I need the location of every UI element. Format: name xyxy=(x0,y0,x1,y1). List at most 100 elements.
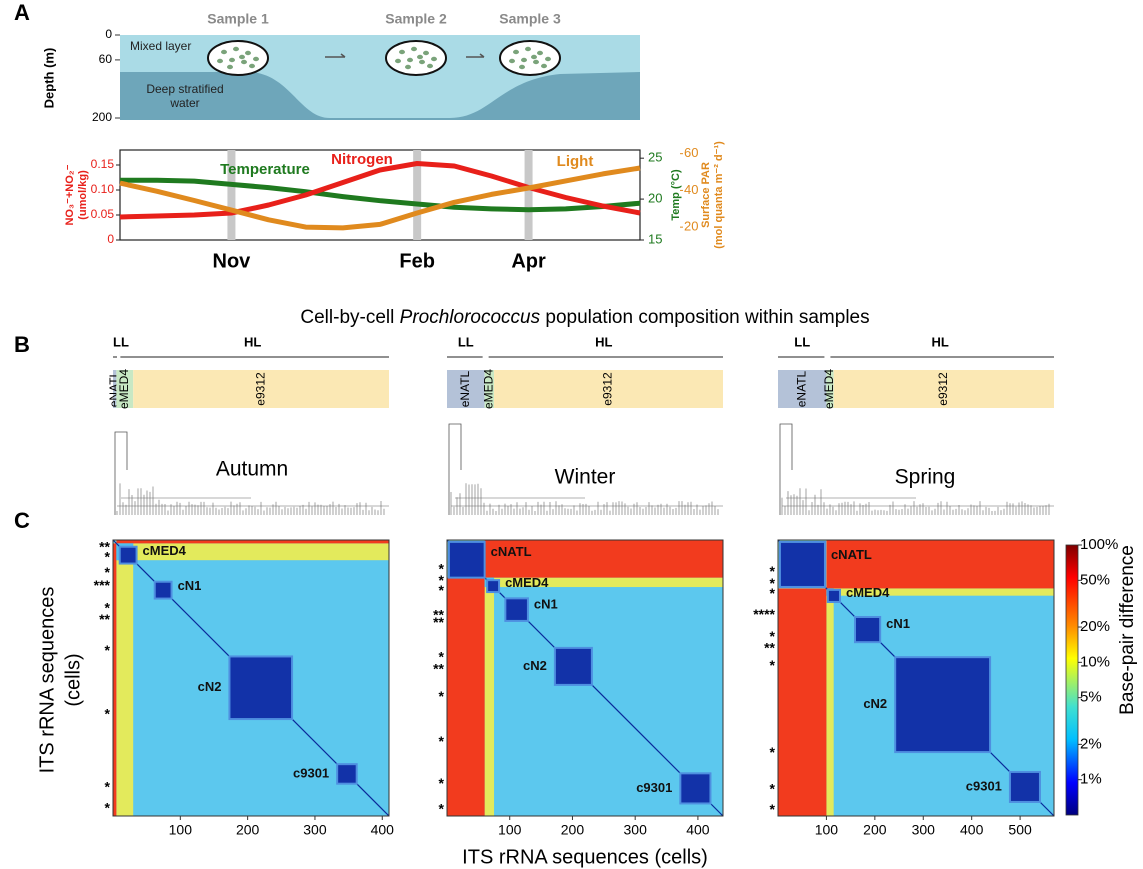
cell-dot xyxy=(253,57,259,61)
significance-marker: * xyxy=(439,800,445,816)
x-tick-label: Apr xyxy=(511,250,546,272)
colorbar-tick-label: 20% xyxy=(1080,618,1110,635)
sample-ellipse xyxy=(500,41,560,75)
cluster-block xyxy=(337,764,357,784)
sample-label: Sample 3 xyxy=(499,11,561,27)
hl-label: HL xyxy=(595,334,612,349)
y-axis-label: (cells) xyxy=(62,653,84,706)
y2-tick-label: 25 xyxy=(648,150,662,165)
y2-tick-label: 15 xyxy=(648,231,662,246)
significance-marker: **** xyxy=(753,606,775,622)
cell-dot xyxy=(395,59,401,63)
significance-marker: ** xyxy=(764,639,775,655)
significance-marker: *** xyxy=(94,577,111,593)
y-axis-label: NO₃⁻+NO₂⁻ xyxy=(64,164,76,225)
heatmap-band xyxy=(113,543,116,816)
cluster-label: cMED4 xyxy=(505,575,549,590)
x-tick-label: 200 xyxy=(863,822,887,838)
cell-dot xyxy=(423,51,429,55)
hl-label: HL xyxy=(244,334,261,349)
y-tick-label: 0 xyxy=(107,232,114,246)
x-tick-label: Feb xyxy=(399,250,435,272)
panel-b-title: Cell-by-cell Prochlorococcus population … xyxy=(300,307,869,328)
season-label: Spring xyxy=(895,466,956,489)
significance-marker: * xyxy=(105,800,111,816)
panel-label: B xyxy=(14,332,30,357)
x-tick-label: 500 xyxy=(1008,822,1032,838)
heatmap-band xyxy=(778,588,826,816)
y2-axis-label: Temp (°C) xyxy=(670,169,682,221)
clade-label: e9312 xyxy=(936,372,950,406)
cluster-block xyxy=(1010,772,1040,802)
significance-marker: * xyxy=(439,733,445,749)
colorbar-label: Base-pair difference xyxy=(1117,545,1138,715)
cluster-label: cN1 xyxy=(534,597,558,612)
cluster-block xyxy=(780,542,825,587)
panel-label: A xyxy=(14,0,30,25)
cell-dot xyxy=(513,50,519,54)
heatmap-band xyxy=(447,578,485,816)
y3-tick-label: 20 xyxy=(684,219,698,234)
cluster-block xyxy=(229,656,292,719)
deep-water-box: Deep stratified water xyxy=(130,82,240,114)
sample-time-bar xyxy=(525,150,533,240)
depth-tick-label: 200 xyxy=(92,110,112,124)
x-tick-label: 100 xyxy=(815,822,839,838)
heatmap-band xyxy=(826,596,833,816)
series-label: Light xyxy=(557,153,594,170)
figure: A Mixed layer Deep stratified water Dept… xyxy=(0,0,1143,869)
cell-dot xyxy=(233,47,239,51)
y2-tick-label: 20 xyxy=(648,191,662,206)
y-tick-label: 0.15 xyxy=(91,157,115,171)
cell-dot xyxy=(521,58,527,62)
cell-dot xyxy=(519,65,525,69)
significance-marker: ** xyxy=(99,611,110,627)
cluster-block xyxy=(828,590,840,602)
cell-dot xyxy=(537,51,543,55)
ll-label: LL xyxy=(113,334,129,349)
y-tick-label: 0.10 xyxy=(91,182,115,196)
page: { "panel_a": { "label": "A", "samples": … xyxy=(0,0,1143,869)
cell-dot xyxy=(245,51,251,55)
cell-dot xyxy=(541,64,547,68)
title-part: Cell-by-cell xyxy=(300,307,394,328)
ll-label: LL xyxy=(794,334,810,349)
heatmap-band xyxy=(116,560,133,816)
y3-axis-label: Surface PAR xyxy=(700,162,712,228)
cluster-block xyxy=(449,542,485,578)
cell-dot xyxy=(229,58,235,62)
deep-water-label: Deep stratified water xyxy=(130,82,240,110)
dendrogram xyxy=(117,483,389,515)
series-label: Nitrogen xyxy=(331,151,393,168)
significance-marker: * xyxy=(439,775,445,791)
x-tick-label: 400 xyxy=(960,822,984,838)
significance-marker: ** xyxy=(433,660,444,676)
cluster-block xyxy=(487,580,499,592)
x-tick-label: 100 xyxy=(169,822,193,838)
significance-marker: * xyxy=(105,705,111,721)
title-part: Prochlorococcus xyxy=(400,307,541,328)
colorbar-tick-label: 50% xyxy=(1080,571,1110,588)
clade-label: eNATL xyxy=(458,370,472,407)
colorbar-tick-label: 1% xyxy=(1080,771,1102,788)
depth-tick-label: 60 xyxy=(99,52,113,66)
cluster-label: cN1 xyxy=(178,578,202,593)
dendrogram xyxy=(782,488,1054,515)
x-tick-label: 400 xyxy=(686,822,710,838)
cluster-label: cN2 xyxy=(863,696,887,711)
cluster-block xyxy=(155,582,172,599)
cell-dot xyxy=(417,55,423,59)
series-label: Temperature xyxy=(220,161,310,178)
cluster-label: cNATL xyxy=(491,544,532,559)
cell-dot xyxy=(405,65,411,69)
ll-label: LL xyxy=(458,334,474,349)
cell-dot xyxy=(419,60,425,64)
x-tick-label: 300 xyxy=(624,822,648,838)
cell-dot xyxy=(249,64,255,68)
x-tick-label: 100 xyxy=(498,822,522,838)
cluster-label: cMED4 xyxy=(143,543,187,558)
cluster-label: cN2 xyxy=(198,679,222,694)
cluster-block xyxy=(680,773,710,803)
x-tick-label: 300 xyxy=(303,822,327,838)
colorbar-tick-label: 100% xyxy=(1080,536,1118,553)
